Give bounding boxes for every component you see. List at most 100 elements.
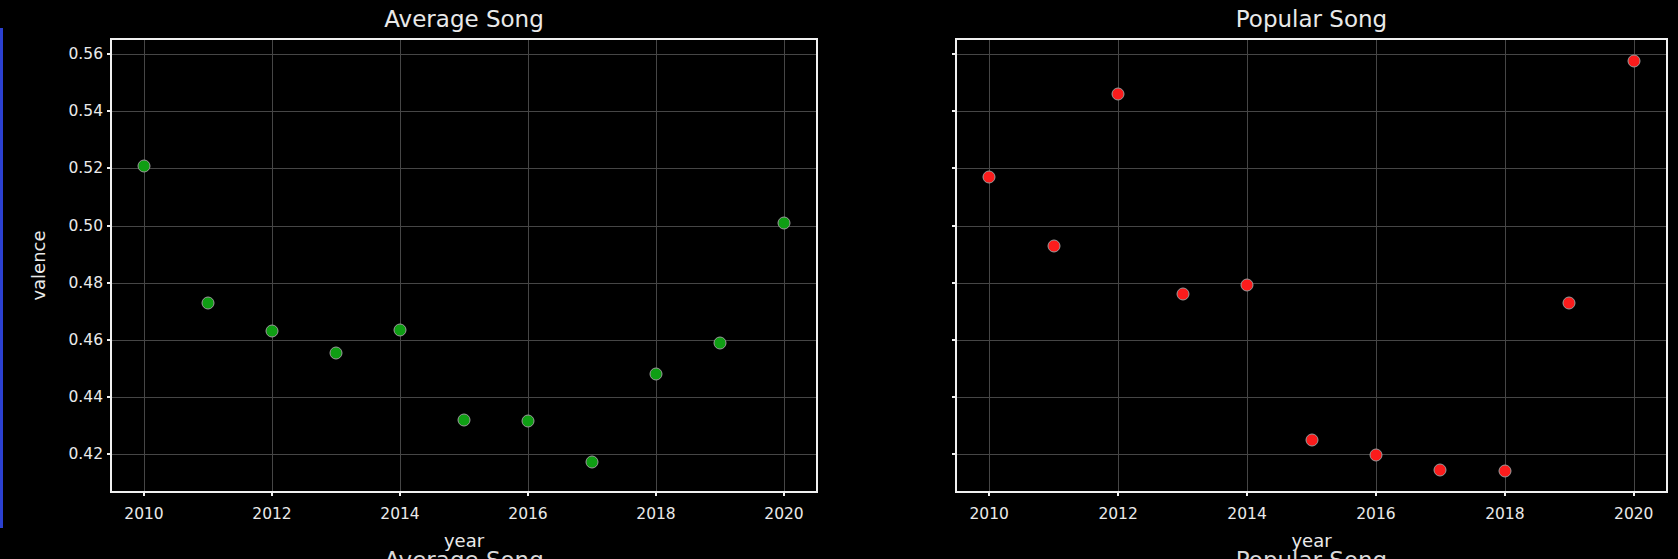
x-tick-mark bbox=[1117, 491, 1119, 496]
data-point bbox=[330, 346, 343, 359]
y-tick-mark bbox=[952, 339, 957, 341]
data-point bbox=[1241, 279, 1254, 292]
x-tick-mark bbox=[655, 491, 657, 496]
y-tick-mark bbox=[952, 225, 957, 227]
subplot-popular-song: Popular Song year 2010201220142016201820… bbox=[0, 0, 1678, 559]
y-tick-mark bbox=[952, 453, 957, 455]
x-tick-mark bbox=[1375, 491, 1377, 496]
data-point bbox=[1176, 288, 1189, 301]
y-gridline bbox=[112, 111, 816, 112]
subplot-average-song: Average Song valence year 20102012201420… bbox=[0, 0, 1678, 559]
y-tick-mark bbox=[952, 53, 957, 55]
x-tick-label: 2018 bbox=[1485, 505, 1524, 523]
data-point bbox=[1498, 465, 1511, 478]
data-point bbox=[266, 325, 279, 338]
data-point bbox=[1627, 55, 1640, 68]
x-gridline bbox=[144, 40, 145, 491]
y-tick-mark bbox=[107, 396, 112, 398]
x-gridline bbox=[528, 40, 529, 491]
y-tick-label: 0.50 bbox=[68, 217, 103, 235]
y-gridline bbox=[957, 454, 1666, 455]
x-tick-label: 2014 bbox=[1227, 505, 1266, 523]
x-tick-label: 2010 bbox=[124, 505, 163, 523]
y-gridline bbox=[112, 54, 816, 55]
y-tick-label: 0.56 bbox=[68, 45, 103, 63]
y-tick-mark bbox=[107, 225, 112, 227]
data-point bbox=[778, 216, 791, 229]
x-gridline bbox=[784, 40, 785, 491]
x-tick-mark bbox=[271, 491, 273, 496]
data-point bbox=[1047, 239, 1060, 252]
x-tick-label: 2010 bbox=[969, 505, 1008, 523]
y-tick-label: 0.54 bbox=[68, 102, 103, 120]
y-gridline bbox=[957, 397, 1666, 398]
x-tick-label: 2016 bbox=[508, 505, 547, 523]
y-tick-mark bbox=[107, 339, 112, 341]
figure: Average Song valence year 20102012201420… bbox=[0, 0, 1678, 559]
x-tick-label: 2016 bbox=[1356, 505, 1395, 523]
y-gridline bbox=[112, 283, 816, 284]
x-tick-mark bbox=[1504, 491, 1506, 496]
y-gridline bbox=[957, 54, 1666, 55]
data-point bbox=[522, 415, 535, 428]
x-tick-label: 2012 bbox=[252, 505, 291, 523]
plot-area: year 201020122014201620182020 bbox=[955, 38, 1668, 493]
data-point bbox=[202, 296, 215, 309]
x-tick-mark bbox=[527, 491, 529, 496]
y-gridline bbox=[112, 340, 816, 341]
y-gridline bbox=[957, 111, 1666, 112]
x-gridline bbox=[1118, 40, 1119, 491]
x-gridline bbox=[656, 40, 657, 491]
y-gridline bbox=[112, 454, 816, 455]
x-gridline bbox=[400, 40, 401, 491]
x-tick-mark bbox=[399, 491, 401, 496]
y-tick-label: 0.42 bbox=[68, 445, 103, 463]
x-gridline bbox=[1247, 40, 1248, 491]
data-point bbox=[394, 323, 407, 336]
x-gridline bbox=[1634, 40, 1635, 491]
x-tick-mark bbox=[988, 491, 990, 496]
x-tick-mark bbox=[1246, 491, 1248, 496]
data-point bbox=[1434, 463, 1447, 476]
x-tick-label: 2020 bbox=[764, 505, 803, 523]
x-tick-mark bbox=[783, 491, 785, 496]
y-tick-mark bbox=[952, 110, 957, 112]
data-point bbox=[586, 456, 599, 469]
y-gridline bbox=[112, 226, 816, 227]
data-point bbox=[1563, 296, 1576, 309]
data-point bbox=[1112, 88, 1125, 101]
y-tick-mark bbox=[107, 282, 112, 284]
x-tick-label: 2020 bbox=[1614, 505, 1653, 523]
x-tick-label: 2018 bbox=[636, 505, 675, 523]
data-point bbox=[650, 367, 663, 380]
data-point bbox=[1369, 449, 1382, 462]
x-gridline bbox=[1376, 40, 1377, 491]
cutoff-next-row-plot-title: Average Song bbox=[110, 549, 818, 559]
x-gridline bbox=[1505, 40, 1506, 491]
y-tick-mark bbox=[107, 53, 112, 55]
y-gridline bbox=[112, 168, 816, 169]
y-gridline bbox=[957, 340, 1666, 341]
y-tick-mark bbox=[107, 453, 112, 455]
plot-title: Average Song bbox=[110, 4, 818, 34]
y-tick-mark bbox=[107, 167, 112, 169]
y-gridline bbox=[957, 226, 1666, 227]
y-gridline bbox=[957, 283, 1666, 284]
left-edge-accent-strip bbox=[0, 28, 3, 528]
x-gridline bbox=[989, 40, 990, 491]
plot-title: Popular Song bbox=[955, 4, 1668, 34]
y-tick-mark bbox=[952, 167, 957, 169]
x-gridline bbox=[272, 40, 273, 491]
y-gridline bbox=[112, 397, 816, 398]
y-tick-label: 0.44 bbox=[68, 388, 103, 406]
y-gridline bbox=[957, 168, 1666, 169]
x-tick-mark bbox=[1633, 491, 1635, 496]
x-tick-mark bbox=[143, 491, 145, 496]
data-point bbox=[458, 413, 471, 426]
y-tick-label: 0.46 bbox=[68, 331, 103, 349]
y-tick-mark bbox=[952, 282, 957, 284]
y-tick-label: 0.52 bbox=[68, 159, 103, 177]
data-point bbox=[714, 336, 727, 349]
plot-area: valence year 2010201220142016201820200.4… bbox=[110, 38, 818, 493]
y-tick-mark bbox=[107, 110, 112, 112]
